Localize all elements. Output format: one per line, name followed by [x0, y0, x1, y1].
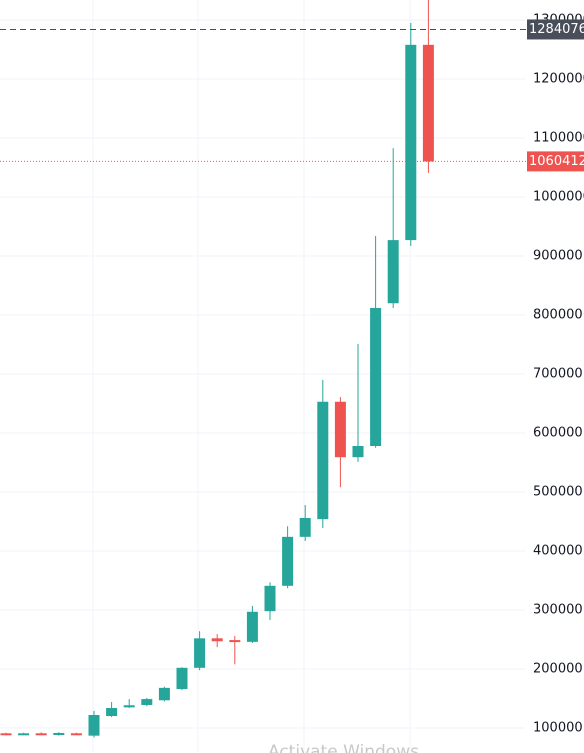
candle-body — [123, 705, 135, 708]
candle-body — [158, 687, 170, 701]
candle-body — [317, 401, 329, 520]
candle-body — [88, 715, 100, 736]
candle-body — [229, 640, 241, 643]
y-tick-label: 1200000 — [533, 72, 584, 87]
candle-body — [264, 585, 276, 612]
candle-body — [334, 401, 346, 458]
candle-body — [282, 536, 294, 586]
y-tick-label: 900000 — [533, 249, 583, 264]
candle-body — [246, 611, 258, 642]
y-tick-label: 200000 — [533, 661, 583, 676]
y-tick-label: 700000 — [533, 367, 583, 382]
candle-body — [211, 638, 223, 642]
candle-body — [141, 699, 153, 705]
y-tick-label: 600000 — [533, 426, 583, 441]
candle-body — [53, 733, 65, 736]
y-tick-label: 500000 — [533, 485, 583, 500]
candle-body — [106, 707, 118, 717]
candle-body — [370, 307, 382, 446]
candle-body — [422, 44, 434, 162]
y-tick-label: 300000 — [533, 602, 583, 617]
candle-body — [35, 733, 47, 736]
candle-body — [70, 733, 82, 736]
candle-body — [299, 517, 311, 537]
price-label-box — [527, 19, 584, 40]
watermark: Activate Windows — [268, 742, 419, 753]
candle-body — [194, 638, 206, 668]
candle-body — [405, 44, 417, 241]
y-tick-label: 1000000 — [533, 190, 584, 205]
candle-body — [0, 733, 12, 736]
price-label-box — [527, 151, 584, 172]
candle-body — [176, 667, 188, 690]
candle-body — [387, 240, 399, 304]
candle-body — [352, 445, 364, 458]
price-label: 1060412 — [529, 154, 584, 169]
y-tick-label: 400000 — [533, 544, 583, 559]
price-label: 1284076 — [529, 22, 584, 37]
candle-body — [18, 733, 30, 736]
y-tick-label: 1100000 — [533, 131, 584, 146]
y-tick-label: 800000 — [533, 308, 583, 323]
y-tick-label: 100000 — [533, 720, 583, 735]
